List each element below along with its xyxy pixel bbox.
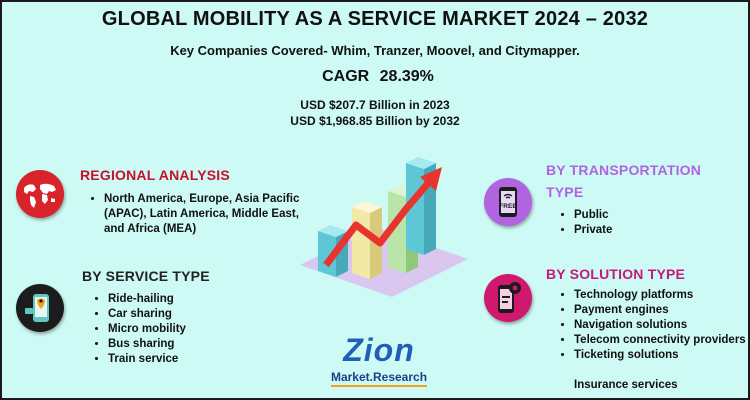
list-item: Ticketing solutions [574, 348, 748, 363]
service-list: Ride-hailing Car sharing Micro mobility … [94, 292, 298, 367]
page-title: GLOBAL MOBILITY AS A SERVICE MARKET 2024… [101, 8, 649, 30]
phone-gear-icon [484, 274, 532, 322]
solution-list: Technology platforms Payment engines Nav… [560, 288, 748, 363]
solution-extra-item: Insurance services [574, 379, 678, 391]
free-phone-icon: FREE [484, 178, 532, 226]
cagr-value: 28.39% [379, 68, 434, 85]
cagr-label: CAGR [322, 68, 370, 85]
list-item: Payment engines [574, 303, 748, 318]
logo-sub: Market.Research [330, 370, 428, 387]
regional-list: North America, Europe, Asia Pacific (APA… [90, 192, 304, 237]
solution-heading: BY SOLUTION TYPE [546, 266, 686, 282]
transportation-list: Public Private [560, 208, 744, 238]
list-item: Navigation solutions [574, 318, 748, 333]
service-heading: BY SERVICE TYPE [82, 268, 210, 284]
list-item: North America, Europe, Asia Pacific (APA… [104, 192, 304, 237]
list-item: Technology platforms [574, 288, 748, 303]
market-size-2023: USD $207.7 Billion in 2023 [300, 98, 450, 112]
world-map-icon [16, 170, 64, 218]
list-item: Micro mobility [108, 322, 298, 337]
list-item: Ride-hailing [108, 292, 298, 307]
cagr: CAGR 28.39% [2, 68, 748, 86]
list-item: Private [574, 223, 744, 238]
list-item: Train service [108, 352, 298, 367]
logo-word: Zion [343, 332, 415, 368]
transportation-heading-line2: TYPE [546, 184, 584, 200]
list-item: Telecom connectivity providers [574, 333, 748, 348]
key-companies: Key Companies Covered- Whim, Tranzer, Mo… [170, 43, 580, 58]
list-item: Public [574, 208, 744, 223]
growth-chart-illustration [300, 157, 468, 297]
phone-map-icon [16, 284, 64, 332]
regional-heading: REGIONAL ANALYSIS [80, 167, 230, 183]
market-size-2032: USD $1,968.85 Billion by 2032 [290, 114, 460, 128]
free-label: FREE [499, 203, 517, 210]
transportation-heading: BY TRANSPORTATION [546, 162, 702, 178]
list-item: Car sharing [108, 307, 298, 322]
zion-logo: Zion Market.Research [324, 332, 434, 394]
list-item: Bus sharing [108, 337, 298, 352]
